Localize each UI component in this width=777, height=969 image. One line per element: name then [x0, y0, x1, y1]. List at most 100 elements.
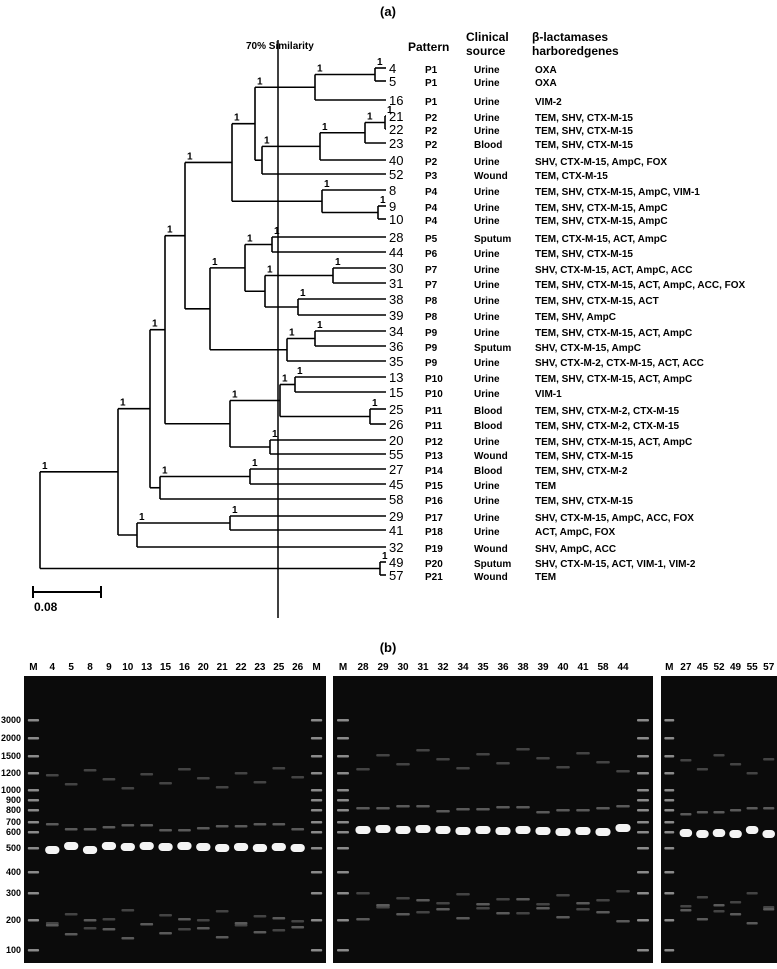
genes: TEM, SHV, CTX-M-15, AmpC, VIM-1 — [535, 187, 700, 198]
lane-label: 55 — [747, 662, 759, 673]
node-support: 1 — [162, 466, 168, 477]
pattern: P1 — [425, 97, 438, 108]
marker-size: 800 — [6, 805, 21, 815]
faint-band — [416, 749, 430, 752]
faint-band — [416, 911, 430, 914]
genes: OXA — [535, 78, 557, 89]
faint-band — [746, 807, 758, 810]
leaf-label: 20 — [389, 433, 403, 448]
node-support: 1 — [257, 76, 263, 87]
ladder-band — [27, 789, 40, 792]
faint-band — [121, 937, 135, 940]
faint-band — [253, 781, 267, 784]
faint-band — [713, 811, 725, 814]
faint-band — [83, 919, 97, 922]
leaf-label: 39 — [389, 308, 403, 323]
ladder-band — [27, 755, 40, 758]
ladder-band — [664, 949, 675, 952]
genes: VIM-1 — [535, 389, 562, 400]
faint-band — [159, 914, 172, 917]
node-support: 1 — [289, 328, 295, 339]
clinical-source: Wound — [474, 572, 508, 583]
ladder-band — [664, 737, 675, 740]
similarity-label: 70% Similarity — [246, 41, 314, 52]
genes: ACT, AmpC, FOX — [535, 527, 616, 538]
ladder-band — [27, 821, 40, 824]
band — [515, 826, 531, 834]
lane-label: M — [312, 662, 320, 673]
faint-band — [196, 927, 210, 930]
band — [271, 843, 286, 851]
lane-label: 35 — [477, 662, 489, 673]
faint-band — [476, 907, 490, 910]
ladder-band — [310, 719, 323, 722]
node-support: 1 — [234, 113, 240, 124]
faint-band — [576, 908, 590, 911]
band — [696, 830, 709, 838]
clinical-source: Urine — [474, 65, 500, 76]
faint-band — [729, 913, 742, 916]
ladder-band — [664, 799, 675, 802]
faint-band — [272, 823, 286, 826]
ladder-band — [637, 831, 649, 834]
lane-label: 29 — [377, 662, 389, 673]
lane-label: 13 — [141, 662, 153, 673]
faint-band — [496, 762, 510, 765]
ladder-band — [337, 892, 349, 895]
faint-band — [45, 924, 59, 927]
faint-band — [272, 929, 286, 932]
genes: TEM, SHV, CTX-M-15 — [535, 451, 633, 462]
faint-band — [536, 907, 550, 910]
ladder-band — [637, 847, 649, 850]
faint-band — [215, 910, 229, 913]
faint-band — [516, 912, 530, 915]
leaf-label: 13 — [389, 370, 403, 385]
band — [615, 824, 631, 832]
clinical-source: Urine — [474, 78, 500, 89]
faint-band — [556, 916, 570, 919]
ladder-band — [337, 789, 349, 792]
genes: TEM — [535, 481, 556, 492]
faint-band — [45, 823, 59, 826]
pattern: P12 — [425, 437, 443, 448]
faint-band — [121, 824, 135, 827]
faint-band — [140, 773, 154, 776]
clinical-source: Sputum — [474, 343, 511, 354]
ladder-band — [27, 799, 40, 802]
lane-label: 31 — [417, 662, 429, 673]
ladder-band — [664, 772, 675, 775]
faint-band — [376, 807, 390, 810]
leaf-label: 31 — [389, 276, 403, 291]
faint-band — [576, 902, 590, 905]
marker-size: 400 — [6, 867, 21, 877]
lane-label: M — [665, 662, 673, 673]
faint-band — [356, 807, 370, 810]
lane-label: 45 — [697, 662, 709, 673]
faint-band — [291, 926, 305, 929]
faint-band — [376, 904, 390, 907]
faint-band — [696, 811, 709, 814]
faint-band — [536, 811, 550, 814]
faint-band — [680, 759, 692, 762]
node-support: 1 — [382, 551, 388, 562]
faint-band — [713, 904, 725, 907]
pattern: P2 — [425, 140, 438, 151]
lane-label: 26 — [292, 662, 304, 673]
header-source: source — [466, 44, 506, 58]
marker-size: 1200 — [1, 768, 21, 778]
ladder-band — [664, 809, 675, 812]
pattern: P17 — [425, 513, 443, 524]
ladder-band — [337, 755, 349, 758]
clinical-source: Urine — [474, 374, 500, 385]
faint-band — [253, 915, 267, 918]
ladder-band — [27, 831, 40, 834]
clinical-source: Blood — [474, 406, 502, 417]
ladder-band — [637, 919, 649, 922]
band — [82, 846, 98, 854]
ladder-band — [27, 737, 40, 740]
pattern: P5 — [425, 234, 438, 245]
pattern: P18 — [425, 527, 443, 538]
faint-band — [83, 828, 97, 831]
leaf-label: 34 — [389, 324, 403, 339]
leaf-label: 55 — [389, 447, 403, 462]
